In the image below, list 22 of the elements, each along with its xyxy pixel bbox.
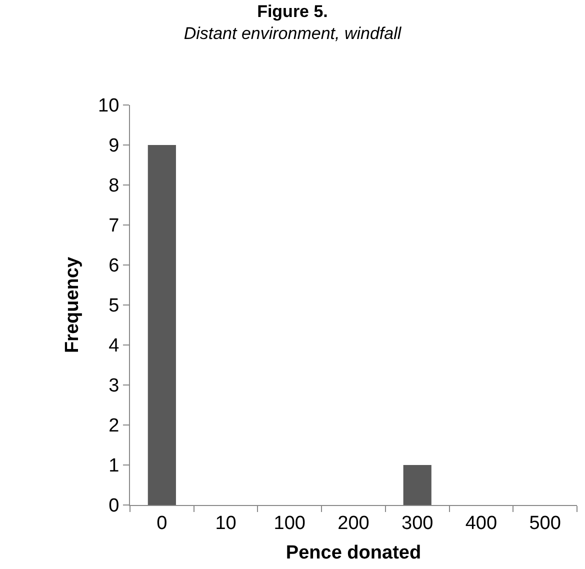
x-tick-label: 400 <box>465 512 498 534</box>
x-tick-label: 500 <box>529 512 561 534</box>
y-tick-label: 8 <box>108 176 120 197</box>
y-tick-label: 7 <box>108 216 120 237</box>
chart-subtitle: Distant environment, windfall <box>184 24 402 44</box>
x-axis-title: Pence donated <box>286 542 422 564</box>
chart-title: Figure 5. <box>257 2 328 22</box>
y-tick-label: 3 <box>108 376 120 397</box>
x-tick-label: 200 <box>338 512 370 534</box>
y-tick-label: 6 <box>108 256 120 277</box>
y-tick-label: 2 <box>108 416 120 437</box>
y-tick-label: 4 <box>108 336 120 357</box>
y-tick-label: 9 <box>108 136 120 157</box>
y-axis-title: Frequency <box>62 256 83 354</box>
y-tick-label: 0 <box>108 496 120 517</box>
x-tick-label: 10 <box>215 512 236 534</box>
x-tick-label: 0 <box>156 512 168 534</box>
y-tick-label: 10 <box>98 96 120 117</box>
y-tick-label: 1 <box>108 456 120 477</box>
y-tick-label: 5 <box>108 296 120 317</box>
x-tick-label: 300 <box>402 512 434 534</box>
x-tick-label: 100 <box>274 512 306 534</box>
